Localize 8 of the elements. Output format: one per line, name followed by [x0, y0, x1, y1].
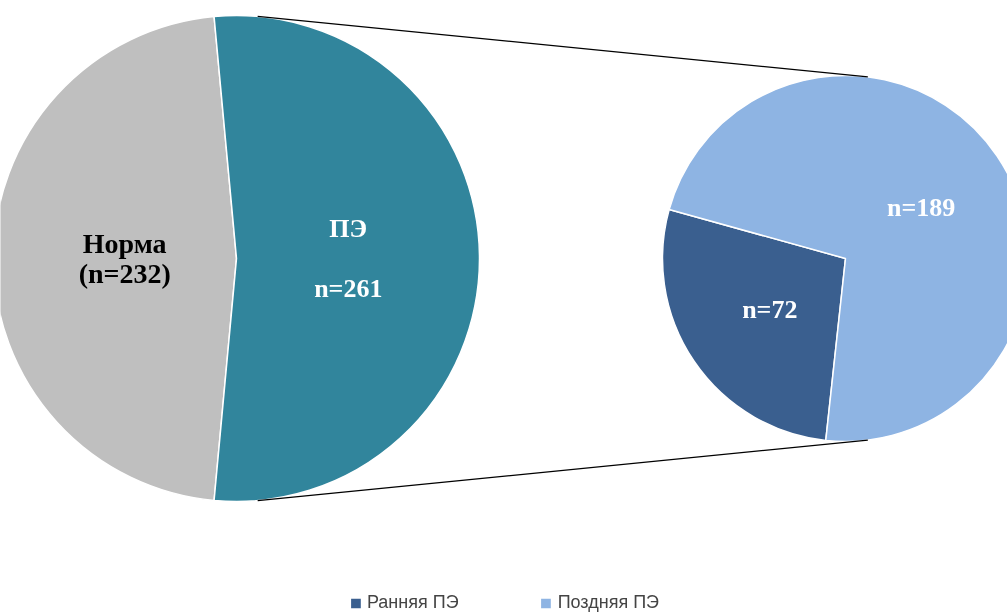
data-label: n=72	[742, 295, 798, 325]
data-label: (n=232)	[78, 258, 171, 289]
legend-label: Ранняя ПЭ	[366, 592, 459, 613]
legend-label: Поздняя ПЭ	[557, 592, 660, 613]
data-label: n=189	[887, 192, 956, 222]
data-label: n=261	[314, 274, 383, 303]
slice-label: ПЭ	[329, 214, 368, 243]
slice-label: Норма	[82, 228, 167, 259]
